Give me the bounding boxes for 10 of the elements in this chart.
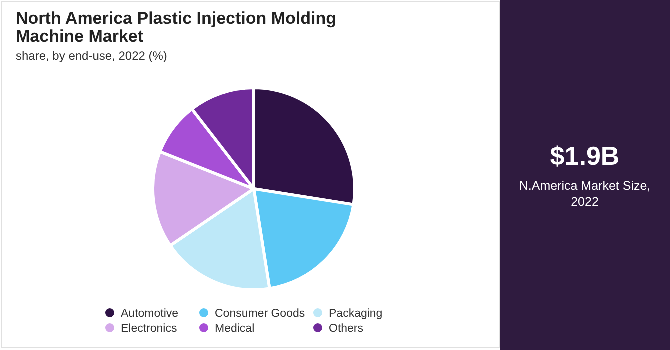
chart-title: North America Plastic Injection Molding Machine Market (16, 9, 337, 46)
legend-label: Packaging (329, 308, 383, 320)
legend-label: Electronics (121, 323, 178, 335)
text: $1.9B (550, 141, 620, 171)
legend-label: Consumer Goods (215, 308, 306, 320)
chart-subtitle: share, by end-use, 2022 (%) (16, 49, 168, 63)
legend-label: Others (329, 323, 364, 335)
legend-label: Automotive (121, 308, 179, 320)
legend-label: Medical (215, 323, 255, 335)
text: N.America Market Size, 2022 (519, 179, 651, 209)
